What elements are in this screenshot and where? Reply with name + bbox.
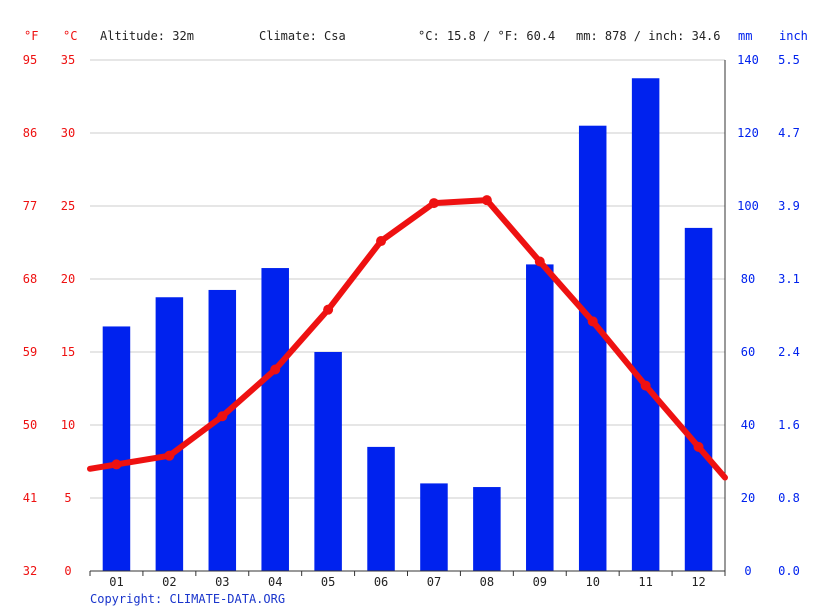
month-label: 05 [321,575,335,589]
fahrenheit-tick-label: 32 [23,564,37,578]
fahrenheit-tick-label: 95 [23,53,37,67]
celsius-tick-label: 30 [61,126,75,140]
temperature-point [534,256,545,267]
inch-tick-label: 0.8 [778,491,800,505]
month-label: 08 [480,575,494,589]
temperature-point [693,441,704,452]
temperature-point [164,450,175,461]
precipitation-bar [155,297,184,571]
temperature-line [87,195,728,481]
mm-tick-label: 20 [741,491,755,505]
mm-tick-label: 100 [737,199,759,213]
temperature-point [481,195,492,206]
precipitation-bar [631,78,660,571]
inch-tick-label: 1.6 [778,418,800,432]
month-axis: 01 02 03 04 05 06 07 08 09 10 11 12 [109,575,706,589]
celsius-axis: 35 30 25 20 15 10 5 0 [61,53,75,578]
precipitation-bar [314,352,342,571]
month-label: 03 [215,575,229,589]
month-label: 07 [427,575,441,589]
gridlines [90,59,725,499]
altitude-label: Altitude: 32m [100,29,194,43]
celsius-tick-label: 35 [61,53,75,67]
precipitation-bar [261,268,289,571]
celsius-tick-label: 25 [61,199,75,213]
temperature-point [217,411,228,422]
inch-tick-label: 5.5 [778,53,800,67]
month-label: 06 [374,575,388,589]
precipitation-bars [102,78,713,571]
inch-tick-label: 2.4 [778,345,800,359]
mm-tick-label: 40 [741,418,755,432]
temperature-point [587,316,598,327]
fahrenheit-tick-label: 68 [23,272,37,286]
month-label: 04 [268,575,282,589]
mm-tick-label: 0 [744,564,751,578]
mm-axis: 140 120 100 80 60 40 20 0 [737,53,759,578]
temperature-point [323,304,334,315]
precipitation-bar [578,125,607,571]
month-label: 11 [638,575,652,589]
celsius-tick-label: 15 [61,345,75,359]
climate-label: Climate: Csa [259,29,346,43]
copyright-link[interactable]: Copyright: CLIMATE-DATA.ORG [90,592,286,606]
month-label: 12 [691,575,705,589]
precipitation-bar [420,483,448,571]
mm-unit-label: mm [738,29,752,43]
precipitation-bar [367,446,395,571]
temperature-point [376,236,387,247]
mm-tick-label: 60 [741,345,755,359]
fahrenheit-tick-label: 77 [23,199,37,213]
fahrenheit-tick-label: 50 [23,418,37,432]
temperature-point [270,364,281,375]
precipitation-bar [102,326,131,571]
month-label: 10 [585,575,599,589]
mm-tick-label: 80 [741,272,755,286]
temperature-point [111,459,122,470]
month-label: 09 [533,575,547,589]
temperature-point [640,380,651,391]
fahrenheit-tick-label: 59 [23,345,37,359]
annual-precipitation-label: mm: 878 / inch: 34.6 [576,29,721,43]
fahrenheit-axis: 95 86 77 68 59 50 41 32 [23,53,37,578]
celsius-unit-label: °C [63,29,77,43]
x-axis-ticks [89,571,726,576]
fahrenheit-tick-label: 41 [23,491,37,505]
mm-tick-label: 140 [737,53,759,67]
temperature-point [428,198,439,209]
inch-tick-label: 3.9 [778,199,800,213]
average-temperature-label: °C: 15.8 / °F: 60.4 [418,29,555,43]
inch-unit-label: inch [779,29,808,43]
fahrenheit-tick-label: 86 [23,126,37,140]
celsius-tick-label: 10 [61,418,75,432]
celsius-tick-label: 20 [61,272,75,286]
mm-tick-label: 120 [737,126,759,140]
precipitation-bar [526,264,554,571]
precipitation-bar [684,227,713,571]
celsius-tick-label: 5 [64,491,71,505]
inch-tick-label: 0.0 [778,564,800,578]
celsius-tick-label: 0 [64,564,71,578]
precipitation-bar [473,487,501,571]
inch-axis: 5.5 4.7 3.9 3.1 2.4 1.6 0.8 0.0 [778,53,800,578]
inch-tick-label: 4.7 [778,126,800,140]
temperature-polyline [87,197,728,481]
month-label: 01 [109,575,123,589]
month-label: 02 [162,575,176,589]
fahrenheit-unit-label: °F [24,29,38,43]
precipitation-bar [208,289,237,571]
inch-tick-label: 3.1 [778,272,800,286]
